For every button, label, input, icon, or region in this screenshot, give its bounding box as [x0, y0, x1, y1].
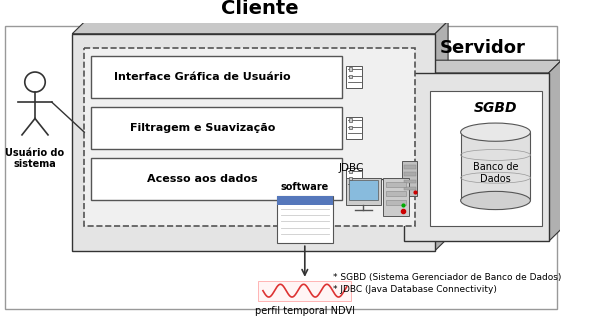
Bar: [258, 281, 352, 301]
Bar: [346, 168, 362, 190]
Bar: [91, 107, 342, 149]
Ellipse shape: [461, 123, 531, 141]
Bar: [349, 177, 352, 180]
Bar: [349, 75, 352, 78]
Bar: [404, 165, 416, 169]
Bar: [349, 126, 352, 129]
Bar: [349, 170, 352, 173]
Text: Filtragem e Suavização: Filtragem e Suavização: [130, 123, 275, 133]
Bar: [431, 91, 542, 226]
Circle shape: [25, 72, 46, 92]
Bar: [461, 132, 531, 200]
Bar: [403, 161, 418, 196]
Bar: [386, 200, 406, 205]
Text: software: software: [281, 182, 329, 192]
Bar: [346, 178, 381, 205]
Text: perfil temporal NDVI: perfil temporal NDVI: [255, 306, 355, 316]
Ellipse shape: [461, 191, 531, 210]
Polygon shape: [404, 60, 562, 73]
Bar: [91, 158, 342, 200]
Bar: [404, 187, 416, 191]
Text: Servidor: Servidor: [440, 39, 526, 57]
Bar: [404, 73, 549, 242]
Bar: [84, 49, 415, 226]
Bar: [404, 172, 416, 176]
Bar: [349, 180, 379, 200]
Polygon shape: [549, 60, 562, 242]
Text: Usuário do
sistema: Usuário do sistema: [5, 148, 65, 169]
Text: Banco de
Dados: Banco de Dados: [473, 162, 518, 184]
Bar: [404, 179, 416, 183]
Text: Interface Gráfica de Usuário: Interface Gráfica de Usuário: [114, 72, 291, 81]
Text: SGBD: SGBD: [474, 100, 518, 114]
Bar: [72, 34, 435, 250]
Bar: [349, 119, 352, 122]
Bar: [346, 66, 362, 87]
Bar: [383, 178, 409, 216]
Text: * SGBD (Sistema Gerenciador de Banco de Dados): * SGBD (Sistema Gerenciador de Banco de …: [332, 273, 561, 282]
Bar: [91, 56, 342, 98]
Text: JDBC: JDBC: [338, 163, 364, 173]
Bar: [277, 196, 332, 205]
Polygon shape: [72, 21, 448, 34]
Text: Cliente: Cliente: [222, 0, 299, 18]
Bar: [349, 68, 352, 71]
Bar: [346, 117, 362, 139]
Bar: [277, 196, 332, 243]
Bar: [386, 182, 406, 187]
Text: Acesso aos dados: Acesso aos dados: [147, 174, 258, 184]
Polygon shape: [435, 21, 448, 250]
Bar: [386, 191, 406, 196]
Text: * JDBC (Java Database Connectivity): * JDBC (Java Database Connectivity): [332, 285, 497, 294]
